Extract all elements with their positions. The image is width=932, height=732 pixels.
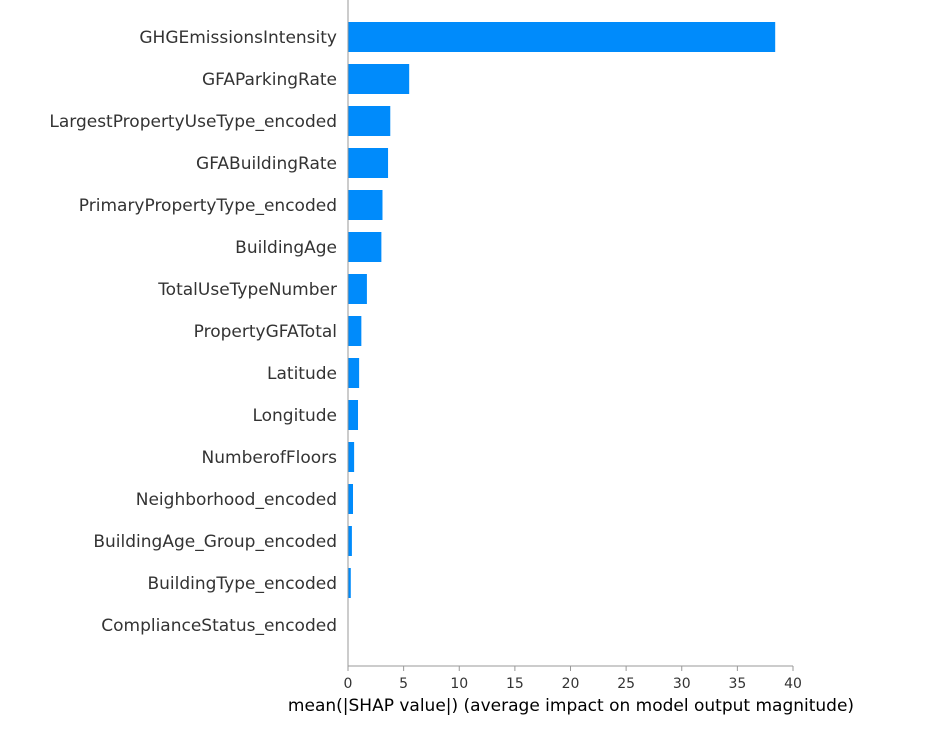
- x-tick-label: 20: [562, 676, 580, 692]
- x-tick-label: 35: [728, 676, 746, 692]
- x-tick-label: 5: [399, 676, 408, 692]
- bars-group: [348, 22, 776, 598]
- bar-Longitude: [348, 400, 359, 430]
- bar-BuildingAge_Group_encoded: [348, 526, 352, 556]
- x-tick-label: 25: [617, 676, 635, 692]
- bar-GFAParkingRate: [348, 64, 410, 94]
- category-label: PrimaryPropertyType_encoded: [79, 196, 337, 216]
- category-label: NumberofFloors: [202, 448, 338, 468]
- bar-BuildingAge: [348, 232, 382, 262]
- x-tick-label: 30: [673, 676, 691, 692]
- category-label: ComplianceStatus_encoded: [101, 616, 337, 636]
- category-label: Latitude: [267, 364, 337, 384]
- category-label: Longitude: [252, 406, 337, 426]
- bar-PropertyGFATotal: [348, 316, 362, 346]
- x-tick-label: 15: [506, 676, 524, 692]
- category-label: GFABuildingRate: [196, 154, 337, 174]
- category-label: Neighborhood_encoded: [136, 490, 337, 510]
- category-label: TotalUseTypeNumber: [157, 280, 337, 300]
- bar-BuildingType_encoded: [348, 568, 351, 598]
- bar-TotalUseTypeNumber: [348, 274, 367, 304]
- bar-LargestPropertyUseType_encoded: [348, 106, 391, 136]
- category-label: LargestPropertyUseType_encoded: [49, 112, 337, 132]
- category-label: GHGEmissionsIntensity: [139, 28, 337, 48]
- category-label: BuildingAge_Group_encoded: [93, 532, 337, 552]
- bar-GFABuildingRate: [348, 148, 389, 178]
- category-label: BuildingType_encoded: [147, 574, 337, 594]
- x-tick-label: 0: [344, 676, 353, 692]
- x-axis-title: mean(|SHAP value|) (average impact on mo…: [288, 696, 854, 716]
- bar-Latitude: [348, 358, 360, 388]
- category-labels: GHGEmissionsIntensity GFAParkingRate Large…: [49, 28, 337, 636]
- x-axis-ticks: 0 5 10 15 20 25 30 35 40: [344, 666, 802, 692]
- bar-Neighborhood_encoded: [348, 484, 354, 514]
- category-label: PropertyGFATotal: [194, 322, 337, 342]
- bar-PrimaryPropertyType_encoded: [348, 190, 383, 220]
- x-tick-label: 40: [784, 676, 802, 692]
- bar-GHGEmissionsIntensity: [348, 22, 776, 52]
- x-tick-label: 10: [450, 676, 468, 692]
- bar-NumberofFloors: [348, 442, 355, 472]
- category-label: BuildingAge: [235, 238, 337, 258]
- category-label: GFAParkingRate: [202, 70, 337, 90]
